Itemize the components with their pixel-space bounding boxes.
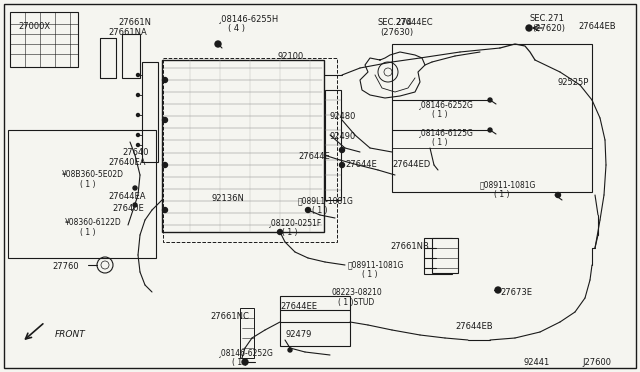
Bar: [392, 44, 592, 192]
Text: ( 1 ): ( 1 ): [362, 270, 378, 279]
Text: (27630): (27630): [380, 28, 413, 37]
Text: 92525P: 92525P: [558, 78, 589, 87]
Bar: [122, 34, 140, 78]
Text: ¥08B360-5E02D: ¥08B360-5E02D: [62, 170, 124, 179]
Text: ¸08146-6252G: ¸08146-6252G: [218, 348, 274, 357]
Text: ( 1 ): ( 1 ): [494, 190, 509, 199]
Circle shape: [136, 144, 140, 147]
Circle shape: [495, 287, 501, 293]
Bar: [280, 296, 350, 346]
Bar: [162, 60, 324, 232]
Bar: [325, 90, 341, 200]
Text: Ⓝ08911-1081G: Ⓝ08911-1081G: [348, 260, 404, 269]
Text: 27644EB: 27644EB: [578, 22, 616, 31]
Text: 27640E: 27640E: [112, 204, 144, 213]
Circle shape: [278, 230, 282, 234]
Circle shape: [133, 186, 137, 190]
Text: 27644EB: 27644EB: [455, 322, 493, 331]
Text: ( 1 ): ( 1 ): [432, 138, 447, 147]
Text: ¥08360-6122D: ¥08360-6122D: [65, 218, 122, 227]
Text: ( 1 ): ( 1 ): [232, 358, 248, 367]
Circle shape: [526, 25, 532, 31]
Text: (27620): (27620): [532, 24, 565, 33]
Text: 92136N: 92136N: [212, 194, 245, 203]
Text: 27644EC: 27644EC: [395, 18, 433, 27]
Text: 27644EE: 27644EE: [280, 302, 317, 311]
Text: ¸08146-6125G: ¸08146-6125G: [418, 128, 474, 137]
Text: ( 1 ): ( 1 ): [312, 206, 328, 215]
Circle shape: [163, 163, 168, 167]
Text: 92441: 92441: [524, 358, 550, 367]
Circle shape: [488, 98, 492, 102]
Text: 92490: 92490: [330, 132, 356, 141]
Circle shape: [136, 134, 140, 137]
Text: ( 1 ): ( 1 ): [282, 228, 298, 237]
Text: 27644ED: 27644ED: [392, 160, 430, 169]
Circle shape: [136, 74, 140, 77]
Circle shape: [556, 192, 561, 198]
Text: ( 4 ): ( 4 ): [228, 24, 245, 33]
Text: 27673E: 27673E: [500, 288, 532, 297]
Text: Ⓝ089L1-1081G: Ⓝ089L1-1081G: [298, 196, 354, 205]
Text: J27600: J27600: [582, 358, 611, 367]
Bar: [163, 58, 337, 242]
Text: 27640EA: 27640EA: [108, 158, 145, 167]
Text: 27644E: 27644E: [298, 152, 330, 161]
Bar: [424, 238, 452, 274]
Circle shape: [163, 118, 168, 122]
Circle shape: [339, 148, 344, 153]
Text: FRONT: FRONT: [55, 330, 86, 339]
Text: ( 1 ): ( 1 ): [432, 110, 447, 119]
Text: 27640: 27640: [122, 148, 148, 157]
Text: ( 1 )STUD: ( 1 )STUD: [338, 298, 374, 307]
Text: 27644E: 27644E: [345, 160, 377, 169]
Bar: [10, 12, 78, 67]
Circle shape: [136, 113, 140, 116]
Circle shape: [133, 203, 137, 207]
Circle shape: [163, 77, 168, 83]
Text: 27644EA: 27644EA: [108, 192, 145, 201]
Text: ¸08120-0251F: ¸08120-0251F: [268, 218, 323, 227]
Text: 92480: 92480: [330, 112, 356, 121]
Text: 27000X: 27000X: [18, 22, 50, 31]
Bar: [142, 62, 158, 162]
Text: ( 1 ): ( 1 ): [80, 228, 95, 237]
Text: Ⓝ08911-1081G: Ⓝ08911-1081G: [480, 180, 536, 189]
Text: 27661NC: 27661NC: [210, 312, 249, 321]
Text: 08223-08210: 08223-08210: [332, 288, 383, 297]
Circle shape: [242, 359, 248, 365]
Circle shape: [288, 348, 292, 352]
Bar: [432, 238, 458, 273]
Text: ¸08146-6252G: ¸08146-6252G: [418, 100, 474, 109]
Text: 92479: 92479: [285, 330, 312, 339]
Text: SEC.274: SEC.274: [378, 18, 413, 27]
Text: 27661NA: 27661NA: [108, 28, 147, 37]
Text: ( 1 ): ( 1 ): [80, 180, 95, 189]
Bar: [100, 38, 116, 78]
Circle shape: [339, 163, 344, 167]
Text: 27760: 27760: [52, 262, 79, 271]
Circle shape: [488, 128, 492, 132]
Circle shape: [163, 208, 168, 212]
Text: 92100: 92100: [278, 52, 304, 61]
Circle shape: [136, 93, 140, 96]
Text: SEC.271: SEC.271: [530, 14, 565, 23]
Bar: [8, 130, 156, 258]
Bar: [240, 308, 254, 358]
Text: 27661N: 27661N: [118, 18, 151, 27]
Text: 27661NB: 27661NB: [390, 242, 429, 251]
Circle shape: [305, 208, 310, 212]
Circle shape: [215, 41, 221, 47]
Text: ¸08146-6255H: ¸08146-6255H: [218, 14, 279, 23]
